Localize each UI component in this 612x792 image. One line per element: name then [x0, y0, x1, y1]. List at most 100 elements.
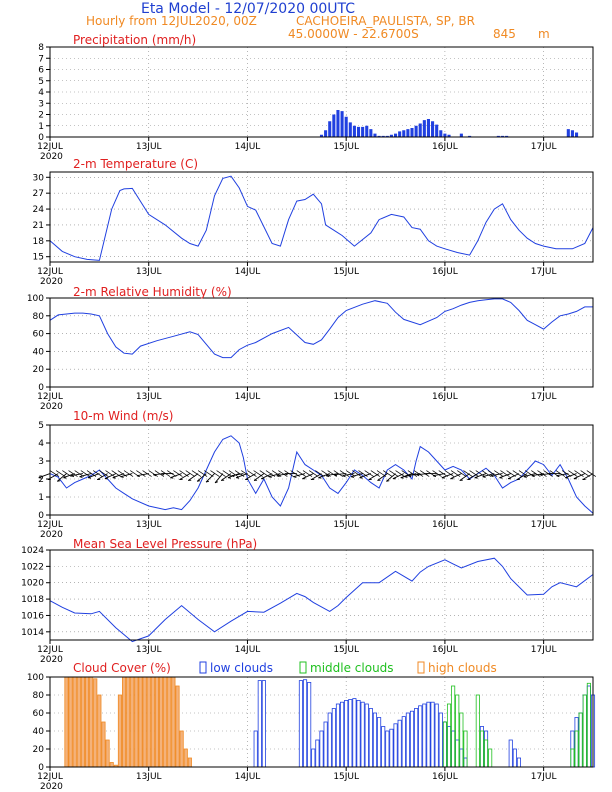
precip-bar	[402, 130, 406, 137]
precip-bar	[496, 135, 500, 137]
wind-vector	[441, 473, 454, 479]
wind-vector	[358, 470, 368, 477]
wind-vector	[565, 473, 577, 479]
cloud-xtick-label: 12JUL	[37, 772, 63, 782]
wind-vector	[197, 470, 208, 477]
precip-ytick-label: 0	[38, 133, 44, 143]
wind-vector	[261, 473, 273, 480]
low-cloud-bar	[586, 685, 591, 768]
wind-vector	[56, 473, 67, 482]
low-cloud-bar	[578, 712, 583, 768]
precip-xtick-label: 16JUL	[432, 142, 458, 152]
mslp-ytick-label: 1022	[21, 562, 44, 572]
high-cloud-bar	[138, 676, 143, 768]
precip-bar	[365, 125, 369, 137]
wind-vector	[253, 470, 263, 477]
wind-vector	[160, 470, 171, 477]
wind-vector-head	[268, 476, 272, 478]
wind-xtick-label: 13JUL	[136, 520, 162, 530]
precip-ytick-label: 2	[38, 111, 44, 121]
precip-bar	[389, 134, 393, 137]
low-cloud-bar	[512, 748, 517, 768]
wind-vector-head	[386, 480, 390, 482]
cloud-ytick-label: 100	[27, 673, 44, 683]
mslp-xtick-label: 16JUL	[432, 645, 458, 655]
low-cloud-bar	[344, 700, 349, 768]
low-cloud-bar	[574, 717, 579, 768]
low-cloud-bar	[401, 716, 406, 768]
wind-vector	[290, 470, 300, 477]
low-cloud-bar	[418, 705, 423, 768]
wind-xtick-label: 14JUL	[235, 520, 261, 530]
wind-vector-head	[57, 480, 61, 482]
wind-vector	[74, 470, 84, 477]
low-cloud-bar	[434, 703, 439, 768]
location-label: CACHOEIRA_PAULISTA, SP, BR	[296, 14, 475, 28]
precip-xtick-label: 12JUL	[37, 142, 63, 152]
precip-bar	[435, 124, 439, 137]
wind-panel: 0 1 2 3 4 5 12JUL 13JUL 14JUL 15JUL 16JUL 17JUL 2020…	[37, 409, 597, 540]
precip-ytick-label: 4	[38, 88, 44, 98]
precip-bar	[381, 135, 385, 137]
cloud-ytick-label: 0	[38, 763, 44, 773]
wind-vector	[573, 473, 585, 480]
cloud-ytick-label: 60	[33, 709, 45, 719]
wind-vector	[293, 473, 306, 478]
wind-vector	[117, 470, 128, 477]
wind-vector	[265, 470, 276, 477]
wind-vector	[574, 470, 584, 477]
low-cloud-bar	[377, 717, 382, 768]
precip-bar	[356, 126, 361, 137]
legend-label: low clouds	[210, 661, 273, 675]
wind-xtick-label: 16JUL	[432, 520, 458, 530]
precip-ytick-label: 8	[38, 43, 44, 53]
wind-vector	[459, 473, 470, 481]
wind-vector	[236, 473, 248, 479]
mslp-ytick-label: 1018	[21, 595, 44, 605]
low-cloud-bar	[261, 680, 266, 768]
precip-bar	[336, 110, 340, 137]
low-cloud-bar	[311, 748, 316, 768]
wind-vector	[506, 470, 516, 477]
high-cloud-bar	[84, 676, 90, 768]
cloud-frame	[49, 676, 594, 768]
high-cloud-bar	[187, 757, 192, 768]
temp-xtick-label: 17JUL	[531, 267, 557, 277]
high-cloud-bar	[122, 676, 127, 768]
wind-vector	[586, 470, 597, 477]
precip-bar	[394, 133, 398, 137]
cloud-ytick-label: 80	[33, 691, 45, 701]
precip-ytick-label: 5	[38, 77, 44, 87]
wind-vector-head	[342, 475, 346, 478]
precip-bar	[431, 121, 435, 137]
precip-bar	[422, 120, 426, 137]
wind-ytick-label: 1	[38, 493, 44, 503]
low-cloud-bar	[331, 708, 336, 768]
wind-vector	[271, 470, 282, 477]
high-cloud-bar	[109, 762, 114, 768]
coords-label: 45.0000W - 22.6700S	[288, 27, 419, 41]
low-cloud-bar	[319, 730, 324, 768]
rh-ytick-label: 40	[33, 347, 45, 357]
wind-vector-head	[197, 480, 201, 482]
wind-xtick-label: 12JUL	[37, 520, 63, 530]
temp-ytick-label: 24	[33, 205, 45, 215]
wind-vector	[333, 470, 344, 477]
temp-xtick-label: 14JUL	[235, 267, 261, 277]
precip-bar	[369, 129, 373, 137]
wind-ytick-label: 0	[38, 511, 44, 521]
wind-vector	[188, 473, 199, 481]
wind-vector	[469, 470, 479, 477]
wind-vector-head	[79, 476, 83, 478]
wind-vector	[205, 473, 215, 483]
rh-ytick-label: 80	[33, 312, 45, 322]
precip-bar	[373, 133, 377, 137]
wind-vector	[401, 470, 411, 477]
wind-vector	[170, 473, 182, 479]
high-cloud-bar	[179, 730, 184, 768]
wind-vector	[463, 470, 473, 477]
wind-vector-head	[284, 473, 288, 476]
low-cloud-bar	[508, 739, 513, 768]
wind-vector	[79, 473, 92, 478]
wind-vector	[370, 470, 381, 477]
